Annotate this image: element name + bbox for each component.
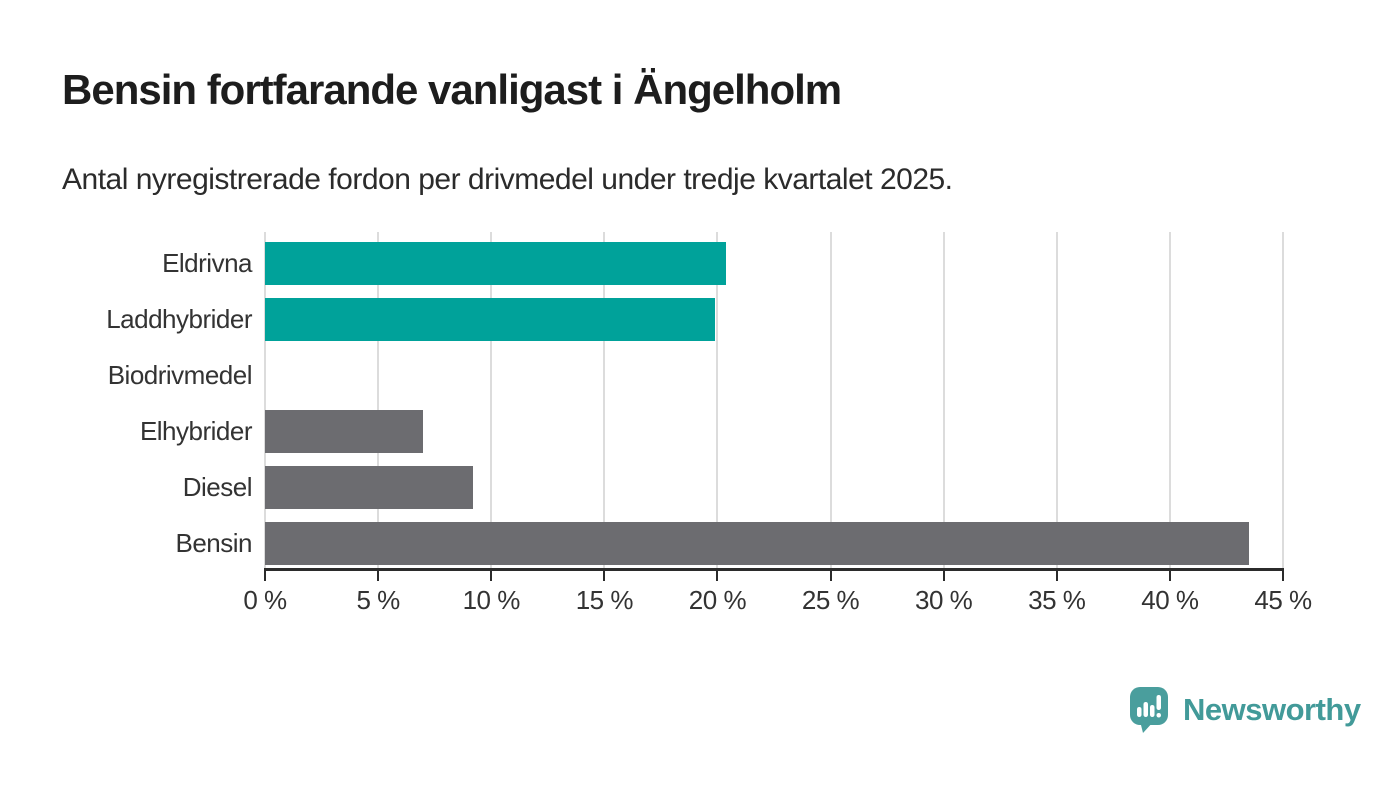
x-axis-tick-label-30: 30 % [915, 585, 973, 615]
x-axis-tick-30 [942, 571, 945, 581]
x-axis-tick-label-5: 5 % [356, 585, 400, 615]
category-label-biodrivmedel: Biodrivmedel [107, 360, 253, 390]
category-label-diesel: Diesel [182, 472, 253, 502]
x-axis-tick-45 [1282, 571, 1284, 581]
gridline-5 [377, 232, 380, 568]
category-label-bensin: Bensin [175, 528, 253, 558]
x-axis-tick-label-45: 45 % [1254, 585, 1312, 615]
chart-title: Bensin fortfarande vanligast i Ängelholm [62, 66, 842, 113]
gridline-30 [942, 232, 945, 568]
category-label-elhybrider: Elhybrider [139, 416, 253, 446]
x-axis-tick-0 [264, 571, 266, 581]
category-label-eldrivna: Eldrivna [162, 248, 252, 278]
brand-logo: Newsworthy [1129, 686, 1361, 733]
x-axis-tick-10 [490, 571, 493, 581]
bar-laddhybrider [265, 298, 716, 341]
x-axis-tick-label-35: 35 % [1028, 585, 1086, 615]
newsworthy-speech-bubble-chart-icon [1130, 687, 1168, 733]
category-label-laddhybrider: Laddhybrider [106, 304, 252, 334]
x-axis-tick-label-10: 10 % [462, 585, 521, 615]
gridline-10 [490, 232, 493, 568]
x-axis-tick-label-0: 0 % [243, 585, 287, 615]
x-axis-tick-40 [1168, 571, 1171, 581]
x-axis-tick-20 [716, 571, 719, 581]
x-axis-line [264, 568, 1284, 571]
gridline-25 [829, 232, 832, 568]
gridline-45 [1282, 232, 1284, 568]
gridline-0 [264, 232, 266, 568]
gridline-15 [603, 232, 606, 568]
bar-bensin [265, 522, 1250, 565]
x-axis-tick-25 [829, 571, 832, 581]
x-axis-tick-label-25: 25 % [801, 585, 860, 615]
brand-name: Newsworthy [1183, 691, 1361, 727]
x-axis-tick-label-15: 15 % [575, 585, 634, 615]
x-axis-tick-35 [1055, 571, 1058, 581]
x-axis-tick-label-40: 40 % [1141, 585, 1199, 615]
chart-subtitle: Antal nyregistrerade fordon per drivmede… [62, 163, 953, 196]
x-axis-tick-5 [377, 571, 380, 581]
bar-eldrivna [265, 242, 727, 285]
bar-elhybrider [265, 410, 424, 453]
bar-diesel [265, 466, 474, 509]
gridline-20 [716, 232, 719, 568]
gridline-40 [1168, 232, 1171, 568]
x-axis-tick-15 [603, 571, 606, 581]
x-axis-tick-label-20: 20 % [688, 585, 747, 615]
gridline-35 [1055, 232, 1058, 568]
